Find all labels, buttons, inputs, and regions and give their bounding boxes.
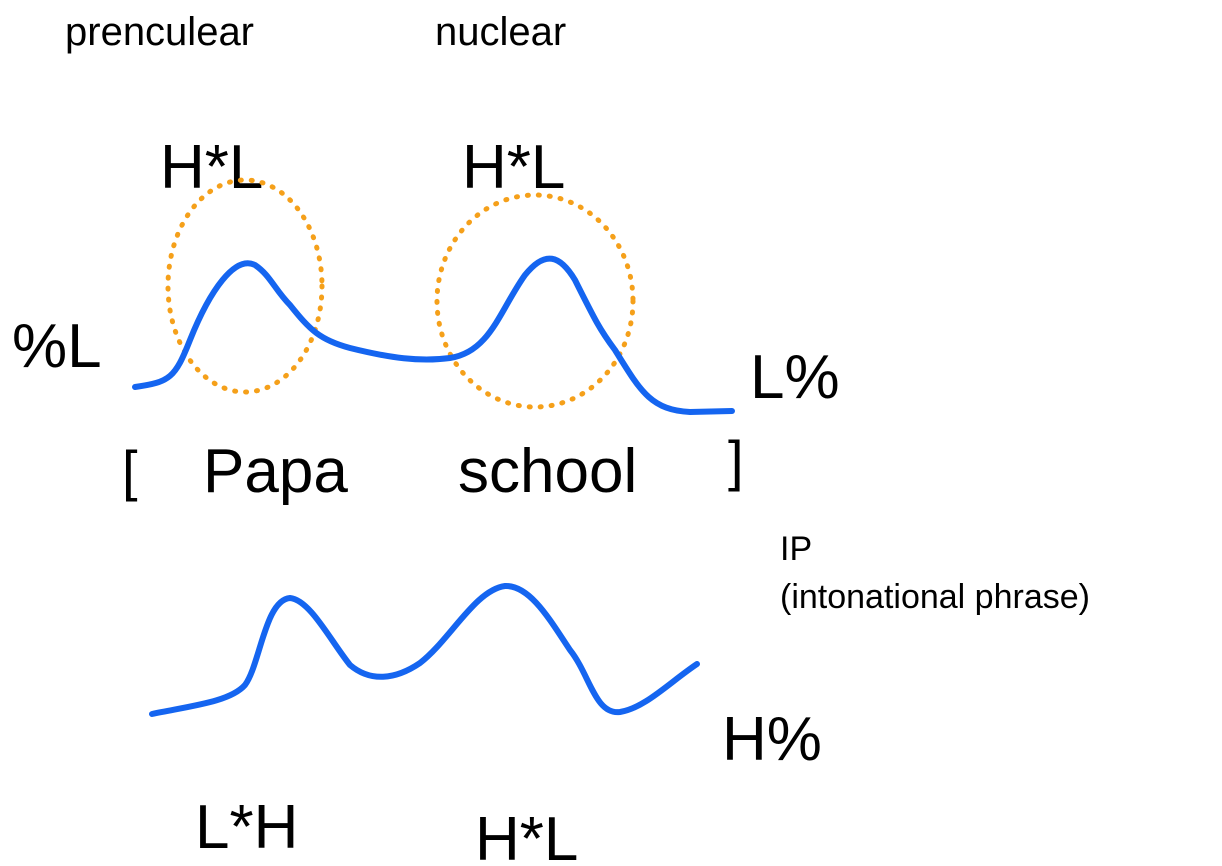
accent-label: L*H bbox=[195, 793, 298, 862]
nuclear-label: nuclear bbox=[435, 10, 566, 54]
boundary-label: H% bbox=[722, 705, 822, 774]
word: Papa bbox=[203, 437, 348, 506]
accent-label: H*L bbox=[462, 133, 565, 202]
boundary-label: %L bbox=[12, 312, 102, 381]
focus-circle bbox=[165, 177, 325, 395]
bracket: [ bbox=[122, 439, 138, 502]
accent-label: H*L bbox=[475, 805, 578, 866]
focus-circle bbox=[434, 192, 636, 410]
ip-label: IP bbox=[780, 530, 812, 568]
pitch-contour bbox=[132, 255, 735, 416]
pitch-contour bbox=[149, 582, 700, 717]
boundary-label: L% bbox=[750, 343, 840, 412]
word: school bbox=[458, 437, 637, 506]
ip-label: (intonational phrase) bbox=[780, 578, 1090, 616]
bracket: ] bbox=[728, 429, 744, 492]
prenuclear-label: prenculear bbox=[65, 10, 254, 54]
